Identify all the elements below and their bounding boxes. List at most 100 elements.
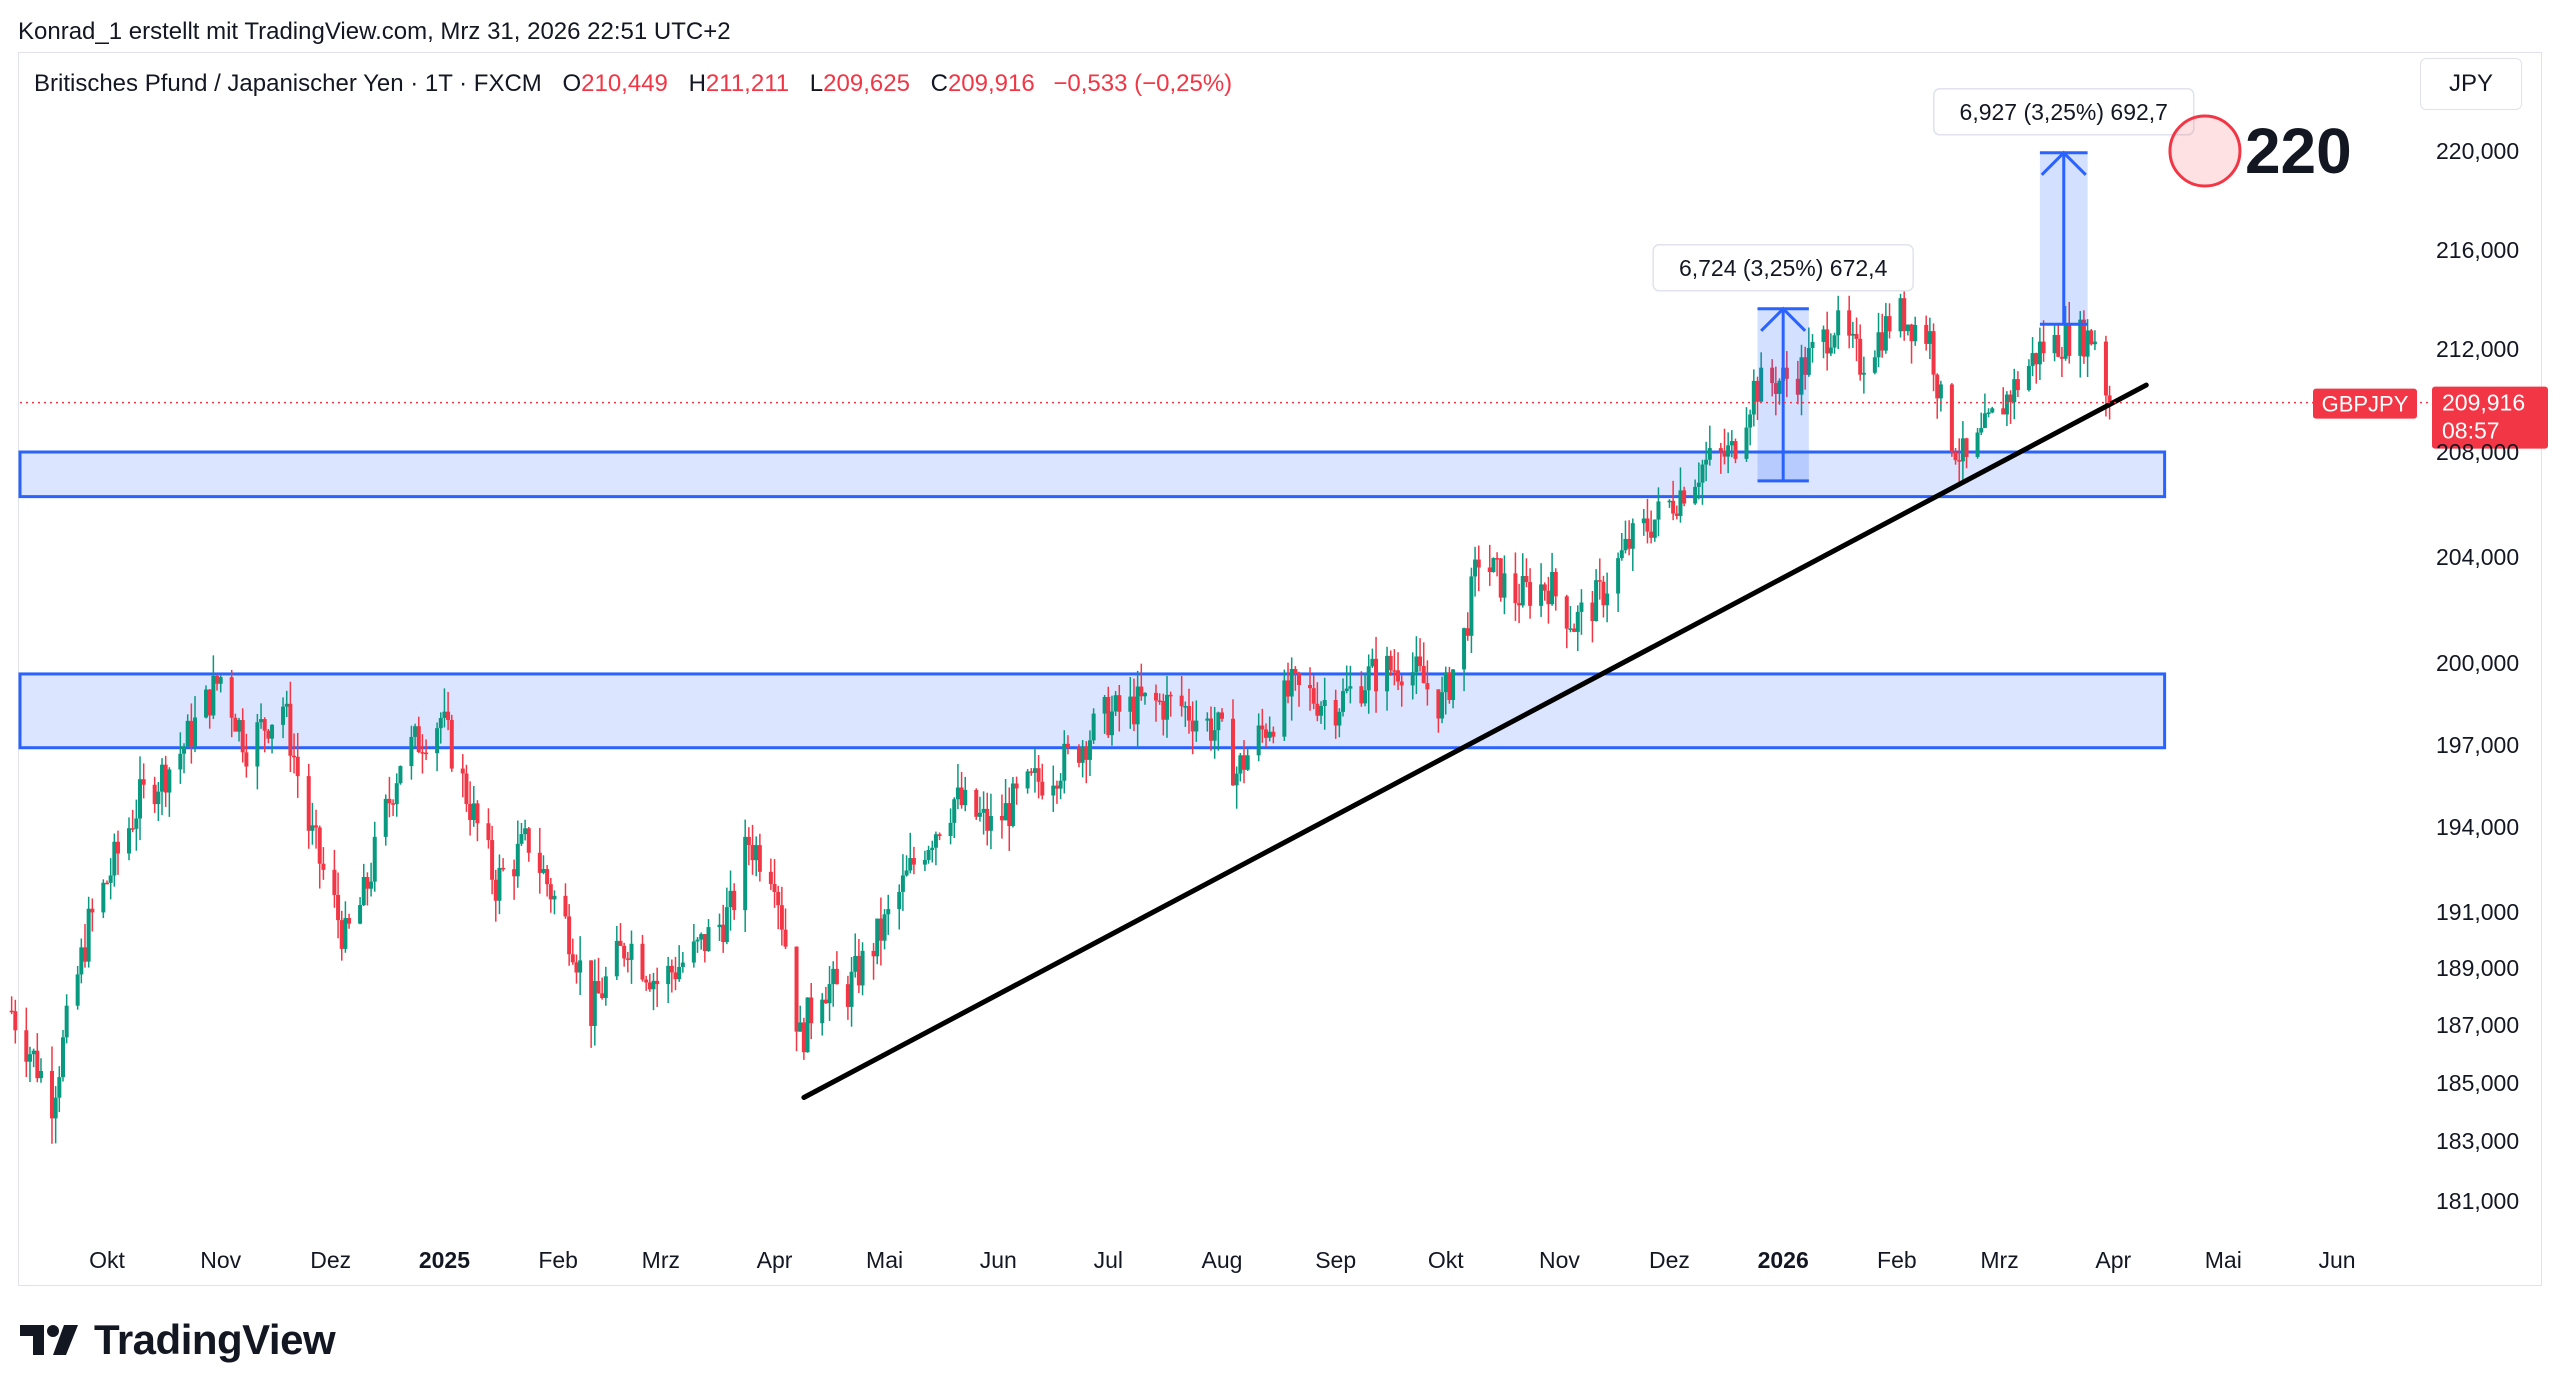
candle-body [185,720,190,747]
candle [2015,371,2020,398]
candle-body [860,950,865,986]
candle-body [501,867,506,870]
candle-body [413,726,418,737]
candle-body [365,877,370,889]
candle [86,896,91,968]
candle [1597,558,1602,600]
candle [79,938,84,984]
candle-body [1876,332,1881,358]
candle-body [1770,367,1775,384]
candle-body [471,803,476,821]
candle-body [1759,367,1764,402]
candle-body [823,999,828,1004]
candle [134,799,139,851]
candle [1872,350,1877,375]
candle-body [255,722,260,767]
candle [783,908,788,950]
candle-body [1308,685,1313,689]
candle [1322,677,1327,730]
candle-body [1113,695,1118,712]
candle [977,796,982,822]
candle-body [1220,712,1224,719]
x-tick-label: Feb [1877,1247,1917,1273]
candle-body [897,891,902,910]
candle [1550,552,1555,606]
candle-body [372,836,377,882]
candle-body [666,965,671,985]
candle-body [178,753,183,770]
candle [233,713,238,732]
candle [1975,428,1980,459]
candle-body [1179,695,1184,707]
measure-label: 6,927 (3,25%) 692,7 [1960,99,2168,125]
y-tick-label: 216,000 [2436,237,2519,263]
candle [1704,441,1709,482]
currency-button[interactable]: JPY [2420,58,2522,110]
x-tick-label: Okt [89,1247,125,1273]
candle [2078,311,2083,378]
x-tick-label: Apr [757,1247,793,1273]
candle-body [2056,335,2061,357]
candle [211,655,216,720]
candle-body [497,867,502,901]
candle [262,717,267,753]
candle [1212,706,1217,759]
candle [240,708,245,763]
candle-body [1726,445,1731,457]
candle [1861,356,1866,394]
candle-body [523,828,528,835]
candle [1678,467,1683,523]
candle [1190,701,1195,755]
candle-body [1674,513,1679,516]
candle [1286,662,1291,704]
candle-body [1733,441,1738,459]
candle [420,734,425,774]
candle [204,685,209,719]
candle-body [2012,379,2017,403]
candle-body [468,803,473,821]
candle-body [1795,378,1800,395]
candle-body [1803,357,1808,375]
close-label: C [930,70,948,97]
candle-body [1975,432,1980,457]
candle [834,951,839,985]
candle [1674,505,1679,520]
candle-body [1161,700,1166,720]
candle-body [724,907,729,943]
chart-credit: Konrad_1 erstellt mit TradingView.com, M… [18,18,731,45]
change-value: −0,533 (−0,25%) [1053,70,1233,97]
candle [1733,438,1738,464]
candle [332,849,337,908]
candle-body [284,703,289,707]
candle-body [1139,686,1144,697]
candle-body [1986,412,1991,414]
candle-body [1333,699,1338,726]
candle-body [629,943,634,960]
candle [779,886,784,946]
candle-body [1040,781,1045,796]
candle-body [2052,335,2057,354]
candle [647,974,652,992]
candle-body [1245,755,1250,770]
candle-body [475,803,480,824]
candle-body [2067,323,2072,356]
candle [1718,442,1723,474]
candle [90,898,95,932]
candle-body [1931,331,1936,375]
candle [108,858,113,900]
candle [1957,438,1962,484]
candle [1234,766,1239,809]
tradingview-logo: TradingView [20,1316,336,1364]
candle-body [732,890,737,911]
candle-body [1572,628,1577,632]
candle-body [519,834,524,844]
candle [1707,425,1712,466]
candle [1245,748,1250,771]
candle-body [321,863,326,870]
x-tick-label: Mrz [1980,1247,2018,1273]
candle [1469,567,1474,654]
candle-body [259,719,264,723]
candle [1953,447,1958,465]
candle-body [1898,298,1903,332]
